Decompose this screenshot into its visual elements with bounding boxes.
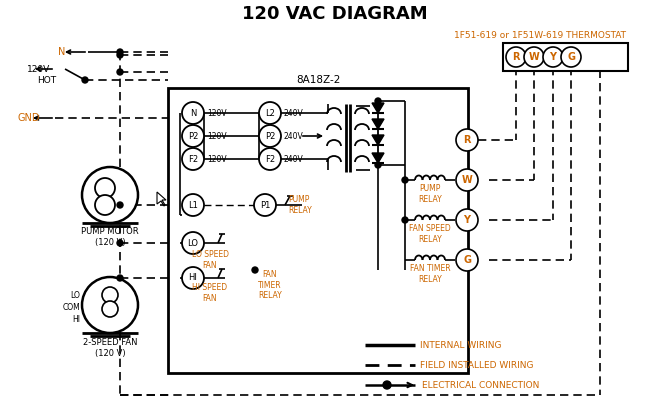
Text: G: G — [463, 255, 471, 265]
Text: PUMP
RELAY: PUMP RELAY — [418, 184, 442, 204]
Text: R: R — [513, 52, 520, 62]
Circle shape — [524, 47, 544, 67]
Text: 120V: 120V — [207, 132, 226, 140]
Circle shape — [456, 129, 478, 151]
Text: L1: L1 — [188, 201, 198, 210]
Text: FIELD INSTALLED WIRING: FIELD INSTALLED WIRING — [420, 360, 533, 370]
Text: 120V: 120V — [27, 65, 50, 73]
Circle shape — [375, 98, 381, 104]
Polygon shape — [372, 153, 384, 163]
Circle shape — [182, 102, 204, 124]
Bar — [503, 43, 628, 71]
Text: W: W — [529, 52, 539, 62]
Text: HI: HI — [188, 274, 198, 282]
Text: L2: L2 — [265, 109, 275, 117]
Text: GND: GND — [18, 113, 40, 123]
Text: 120 VAC DIAGRAM: 120 VAC DIAGRAM — [242, 5, 428, 23]
Text: COM: COM — [62, 303, 80, 311]
Circle shape — [182, 148, 204, 170]
Circle shape — [102, 301, 118, 317]
Text: 8A18Z-2: 8A18Z-2 — [296, 75, 340, 85]
Text: R: R — [463, 135, 471, 145]
Circle shape — [117, 69, 123, 75]
Circle shape — [456, 169, 478, 191]
Circle shape — [383, 381, 391, 389]
Text: P1: P1 — [260, 201, 270, 210]
Text: ELECTRICAL CONNECTION: ELECTRICAL CONNECTION — [422, 380, 539, 390]
Text: N: N — [190, 109, 196, 117]
Text: PUMP
RELAY: PUMP RELAY — [288, 195, 312, 215]
Text: FAN TIMER
RELAY: FAN TIMER RELAY — [409, 264, 450, 284]
Text: F2: F2 — [265, 155, 275, 163]
Circle shape — [182, 125, 204, 147]
Circle shape — [375, 162, 381, 168]
Circle shape — [259, 102, 281, 124]
Text: 240V: 240V — [283, 109, 303, 117]
Bar — [168, 88, 468, 373]
Circle shape — [82, 77, 88, 83]
Text: LO: LO — [70, 290, 80, 300]
Text: 1F51-619 or 1F51W-619 THERMOSTAT: 1F51-619 or 1F51W-619 THERMOSTAT — [454, 31, 626, 39]
Circle shape — [543, 47, 563, 67]
Text: LO: LO — [188, 238, 198, 248]
Circle shape — [117, 202, 123, 208]
Text: P2: P2 — [188, 132, 198, 140]
Text: W: W — [462, 175, 472, 185]
Circle shape — [117, 52, 123, 58]
Circle shape — [82, 167, 138, 223]
Polygon shape — [372, 103, 384, 113]
Text: 240V: 240V — [283, 155, 303, 163]
Circle shape — [117, 275, 123, 281]
Circle shape — [254, 194, 276, 216]
Text: P2: P2 — [265, 132, 275, 140]
Circle shape — [95, 178, 115, 198]
Text: FAN
TIMER
RELAY: FAN TIMER RELAY — [258, 270, 282, 300]
Text: Y: Y — [549, 52, 557, 62]
Text: HI: HI — [72, 315, 80, 323]
Circle shape — [182, 232, 204, 254]
Circle shape — [117, 49, 123, 55]
Circle shape — [252, 267, 258, 273]
Circle shape — [456, 209, 478, 231]
Circle shape — [182, 267, 204, 289]
Circle shape — [561, 47, 581, 67]
Polygon shape — [372, 119, 384, 129]
Text: F2: F2 — [188, 155, 198, 163]
Circle shape — [102, 287, 118, 303]
Circle shape — [506, 47, 526, 67]
Circle shape — [182, 194, 204, 216]
Circle shape — [456, 249, 478, 271]
Circle shape — [117, 240, 123, 246]
Text: Y: Y — [464, 215, 470, 225]
Text: 240V: 240V — [283, 132, 303, 140]
Text: 2-SPEED FAN
(120 V): 2-SPEED FAN (120 V) — [83, 338, 137, 358]
Circle shape — [402, 217, 408, 223]
Circle shape — [402, 177, 408, 183]
Circle shape — [95, 195, 115, 215]
Text: 120V: 120V — [207, 155, 226, 163]
Text: N: N — [58, 47, 66, 57]
Circle shape — [259, 148, 281, 170]
Text: 120V: 120V — [207, 109, 226, 117]
Text: LO SPEED
FAN: LO SPEED FAN — [192, 250, 228, 270]
Text: INTERNAL WIRING: INTERNAL WIRING — [420, 341, 502, 349]
Circle shape — [259, 125, 281, 147]
Circle shape — [82, 277, 138, 333]
Text: HI SPEED
FAN: HI SPEED FAN — [192, 283, 228, 303]
Text: PUMP MOTOR
(120 V): PUMP MOTOR (120 V) — [81, 227, 139, 247]
Polygon shape — [372, 135, 384, 145]
Text: FAN SPEED
RELAY: FAN SPEED RELAY — [409, 224, 451, 244]
Text: HOT: HOT — [37, 75, 56, 85]
Text: G: G — [567, 52, 575, 62]
